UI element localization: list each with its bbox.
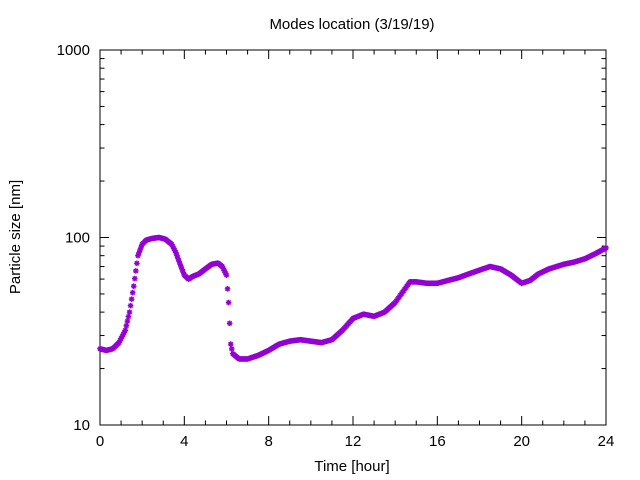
- data-point: [127, 302, 134, 309]
- data-point: [128, 296, 135, 302]
- y-tick-label: 100: [65, 230, 90, 247]
- data-point: [225, 299, 232, 306]
- data-point: [228, 346, 235, 352]
- y-tick-label: 1000: [57, 42, 90, 59]
- axes: 0 4 8 12 16 20 24 10 100 1000: [57, 42, 615, 450]
- data-point: [603, 245, 609, 251]
- x-tick-label: 20: [513, 433, 530, 450]
- data-point: [126, 309, 133, 315]
- data-point: [134, 260, 140, 267]
- data-point: [124, 318, 131, 324]
- data-point: [227, 341, 234, 347]
- data-point: [133, 268, 139, 274]
- x-tick-label: 4: [180, 433, 188, 450]
- data-points: [97, 234, 609, 362]
- data-point: [131, 275, 138, 282]
- x-tick-label: 0: [96, 433, 104, 450]
- y-axis-label: Particle size [nm]: [7, 180, 24, 294]
- x-tick-label: 24: [598, 433, 615, 450]
- plot-frame: [99, 49, 607, 426]
- y-tick-label: 10: [73, 417, 90, 434]
- data-point: [129, 289, 136, 296]
- x-tick-label: 16: [429, 433, 446, 450]
- data-point: [125, 313, 132, 320]
- data-point: [123, 322, 130, 329]
- x-tick-label: 8: [264, 433, 272, 450]
- chart-title: Modes location (3/19/19): [269, 16, 434, 33]
- x-axis-label: Time [hour]: [314, 458, 389, 475]
- data-point: [224, 286, 231, 292]
- x-tick-label: 12: [345, 433, 362, 450]
- data-point: [223, 272, 230, 278]
- data-point: [226, 320, 233, 327]
- data-point: [122, 327, 129, 334]
- data-point: [130, 283, 137, 289]
